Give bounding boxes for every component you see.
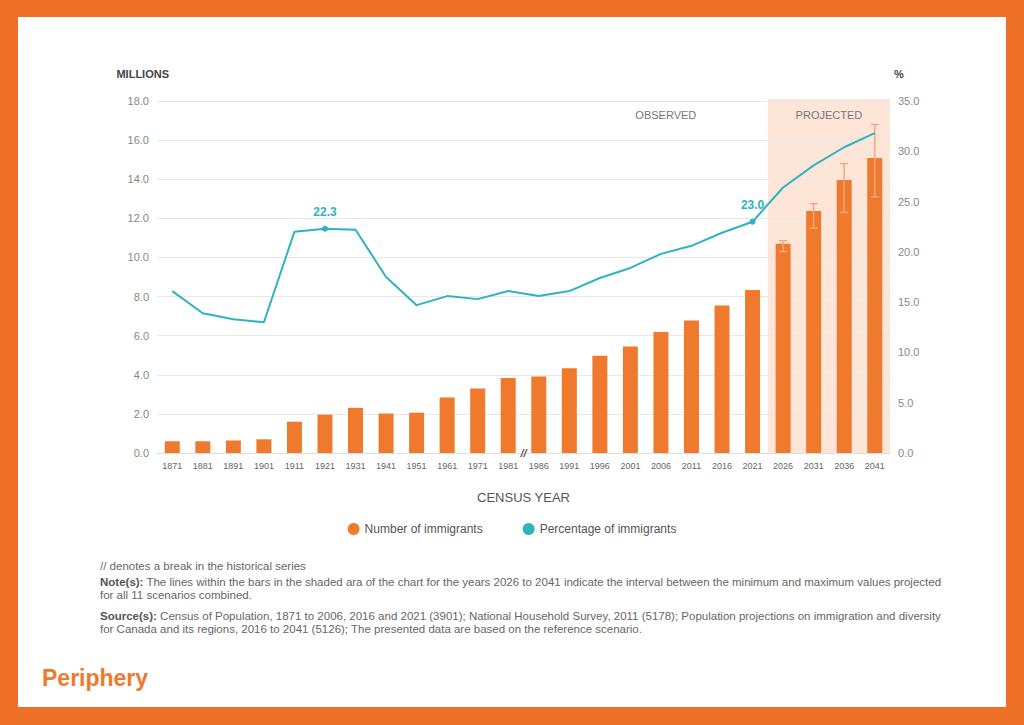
svg-text:1891: 1891 [223,461,243,471]
svg-text:18.0: 18.0 [128,95,149,107]
svg-text:14.0: 14.0 [128,173,149,185]
svg-text:1971: 1971 [468,461,488,471]
svg-text:1881: 1881 [193,461,213,471]
svg-text:0.0: 0.0 [898,447,913,459]
svg-text:5.0: 5.0 [898,397,913,409]
svg-text:PROJECTED: PROJECTED [796,109,863,121]
svg-text:%: % [894,68,904,80]
svg-text:4.0: 4.0 [134,369,149,381]
svg-text:22.3: 22.3 [313,205,337,219]
html-text:// denotes a break in the hist: // denotes a break in the historical ser… [100,560,306,572]
svg-text:Number of immigrants: Number of immigrants [365,522,483,536]
svg-text:OBSERVED: OBSERVED [635,109,696,121]
svg-text:1941: 1941 [376,461,396,471]
svg-text:MILLIONS: MILLIONS [116,68,169,80]
svg-text:0.0: 0.0 [134,447,149,459]
svg-text:15.0: 15.0 [898,296,919,308]
svg-text:2031: 2031 [804,461,824,471]
svg-text:1911: 1911 [285,461,304,471]
svg-text:CENSUS YEAR: CENSUS YEAR [477,490,570,505]
svg-text:1961: 1961 [437,461,457,471]
svg-text:8.0: 8.0 [134,291,149,303]
html-text:Periphery: Periphery [42,665,149,691]
svg-text:2016: 2016 [712,461,732,471]
svg-text:23.0: 23.0 [741,198,765,212]
svg-text:1951: 1951 [407,461,427,471]
svg-text:2011: 2011 [682,461,701,471]
svg-text:1991: 1991 [559,461,579,471]
svg-text:35.0: 35.0 [898,95,919,107]
html-text:Source(s): Census of Populatio: Source(s): Census of Population, 1871 to… [100,610,941,635]
svg-text:16.0: 16.0 [128,134,149,146]
svg-text:Percentage of immigrants: Percentage of immigrants [540,522,677,536]
svg-text:6.0: 6.0 [134,330,149,342]
svg-text:2036: 2036 [834,461,854,471]
svg-text:10.0: 10.0 [898,346,919,358]
svg-text:1981: 1981 [498,461,518,471]
svg-text:10.0: 10.0 [128,251,149,263]
svg-text:2006: 2006 [651,461,671,471]
svg-text:1871: 1871 [162,461,182,471]
svg-text:25.0: 25.0 [898,196,919,208]
svg-text:1921: 1921 [315,461,335,471]
svg-text:1901: 1901 [254,461,274,471]
html-text:Note(s): The lines within the: Note(s): The lines within the bars in th… [100,576,941,601]
svg-text:20.0: 20.0 [898,246,919,258]
svg-text:1996: 1996 [590,461,610,471]
svg-text:2001: 2001 [620,461,640,471]
svg-text:30.0: 30.0 [898,145,919,157]
svg-text:2041: 2041 [865,461,885,471]
svg-text://: // [519,447,528,459]
svg-text:2021: 2021 [743,461,763,471]
svg-text:1931: 1931 [346,461,366,471]
svg-text:2.0: 2.0 [134,408,149,420]
svg-text:1986: 1986 [529,461,549,471]
svg-text:12.0: 12.0 [128,212,149,224]
svg-text:2026: 2026 [773,461,793,471]
